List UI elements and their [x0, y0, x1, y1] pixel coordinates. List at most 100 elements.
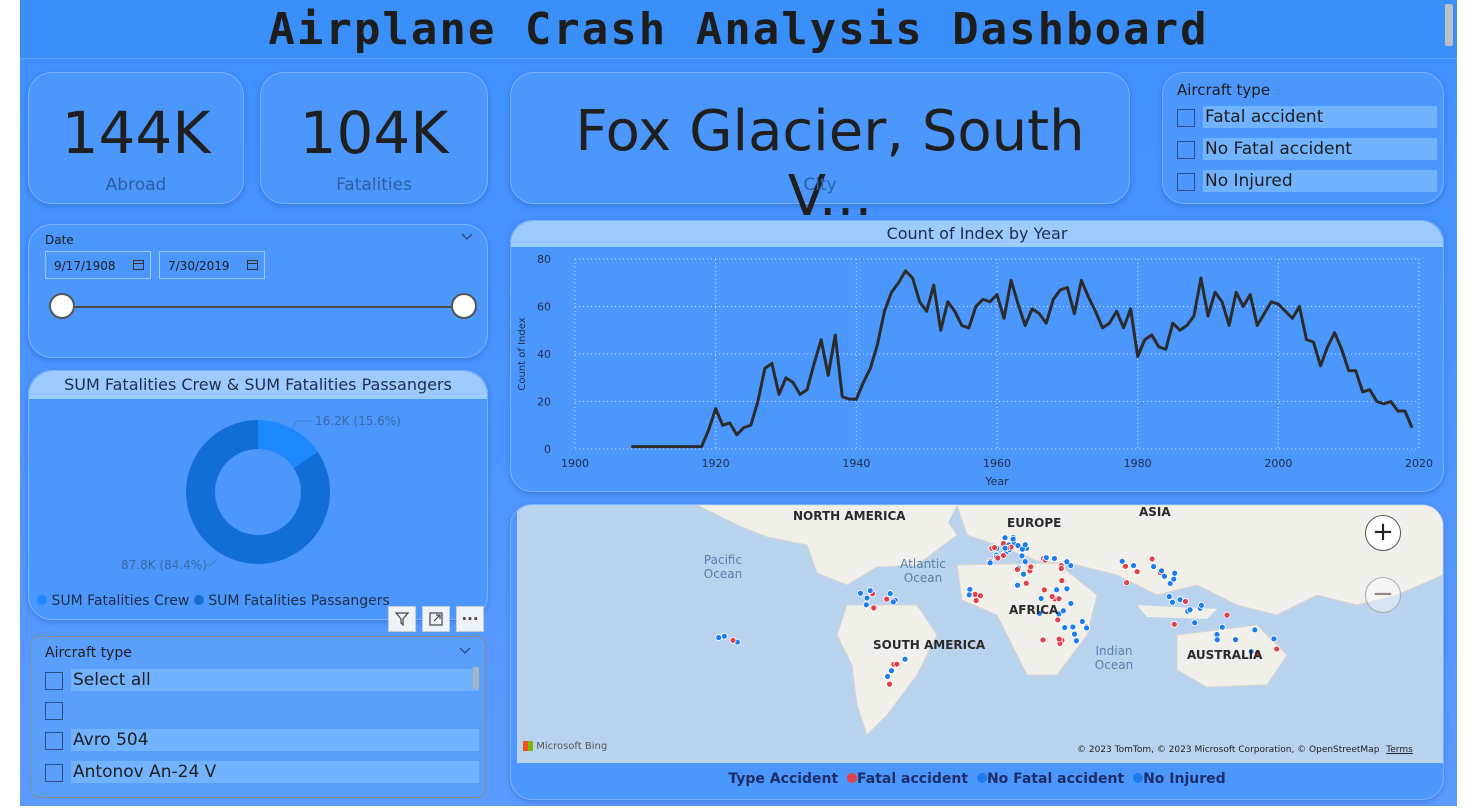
accident-marker — [994, 554, 1002, 562]
slicer-item-no-injured[interactable]: No Injured — [1177, 170, 1439, 194]
accident-marker — [1014, 542, 1022, 549]
slicer-item-blank[interactable] — [45, 699, 481, 723]
x-tick-label: 1980 — [1124, 457, 1152, 470]
scrollbar-thumb[interactable] — [1445, 4, 1453, 46]
slicer-item-label: Select all — [71, 669, 479, 691]
accident-marker — [1170, 575, 1178, 583]
accident-marker — [1042, 554, 1050, 561]
kpi-label: Abroad — [105, 175, 167, 195]
slicer-item-label: Fatal accident — [1203, 106, 1437, 128]
zoom-out-button[interactable]: − — [1365, 577, 1401, 613]
slicer-item-antonov-an24v[interactable]: Antonov An-24 V — [45, 761, 481, 785]
checkbox[interactable] — [45, 672, 63, 690]
kpi-card-abroad[interactable]: 144K Abroad — [28, 72, 244, 204]
accident-marker — [866, 587, 874, 594]
start-date-input[interactable]: 9/17/1908 — [45, 251, 151, 279]
checkbox[interactable] — [1177, 109, 1195, 127]
calendar-icon[interactable] — [133, 260, 144, 270]
legend-label: No Fatal accident — [986, 771, 1125, 787]
kpi-card-city[interactable]: Fox Glacier, South V... City — [510, 72, 1130, 229]
accident-marker — [1165, 593, 1173, 600]
accident-marker — [720, 632, 728, 640]
slicer-item-fatal-accident[interactable]: Fatal accident — [1177, 106, 1439, 130]
y-tick-label: 80 — [537, 253, 551, 266]
line-chart-title: Count of Index by Year — [511, 221, 1443, 247]
x-axis-title: Year — [984, 475, 1009, 488]
accident-marker — [1000, 552, 1007, 559]
accident-marker — [1021, 541, 1029, 549]
bing-logo: Microsoft Bing — [523, 741, 607, 752]
end-date-value: 7/30/2019 — [168, 259, 230, 273]
slicer-item-select-all[interactable]: Select all — [45, 669, 481, 693]
accident-marker — [1058, 577, 1066, 585]
date-range-end-handle[interactable] — [451, 293, 477, 319]
legend-item-no-injured[interactable]: No Injured — [1133, 771, 1226, 787]
accident-marker — [1130, 562, 1137, 569]
bing-logo-icon — [523, 741, 533, 751]
accident-marker — [1191, 619, 1199, 627]
world-map[interactable] — [517, 505, 1443, 763]
accident-marker — [1186, 606, 1194, 614]
ocean-label-atlantic: Atlantic Ocean — [900, 557, 946, 585]
title-bar: Airplane Crash Analysis Dashboard — [20, 0, 1457, 59]
line-chart[interactable]: 0 20 40 60 80 1900 1920 1940 1960 1980 2000 2020 Yea… — [511, 247, 1443, 491]
kpi-card-fatalities[interactable]: 104K Fatalities — [260, 72, 488, 204]
x-tick-label: 2000 — [1264, 457, 1292, 470]
accident-marker — [1061, 624, 1069, 632]
accident-marker — [1057, 565, 1065, 572]
region-label-europe: EUROPE — [1007, 516, 1062, 530]
filter-icon[interactable] — [388, 606, 416, 632]
focus-mode-icon[interactable] — [422, 606, 450, 632]
accident-marker — [1158, 567, 1165, 575]
chevron-down-icon[interactable] — [461, 233, 473, 241]
checkbox[interactable] — [45, 702, 63, 720]
ocean-label-pacific: Pacific Ocean — [703, 553, 743, 581]
donut-chart-card: SUM Fatalities Crew & SUM Fatalities Pas… — [28, 370, 488, 620]
accident-marker — [1083, 624, 1090, 632]
calendar-icon[interactable] — [247, 260, 258, 270]
accident-marker — [1223, 611, 1231, 619]
y-tick-label: 40 — [537, 348, 551, 361]
donut-slice — [258, 420, 318, 469]
accident-marker — [1253, 650, 1261, 657]
accident-marker — [1171, 569, 1179, 577]
chevron-down-icon[interactable] — [459, 647, 471, 655]
accident-marker — [1071, 630, 1078, 638]
accident-marker — [884, 673, 891, 680]
terms-link[interactable]: Terms — [1386, 745, 1413, 755]
legend-dot — [37, 595, 47, 605]
accident-marker — [1078, 618, 1086, 625]
accident-marker — [1001, 534, 1009, 542]
landmass-eurasia — [956, 505, 1443, 616]
legend-dot — [847, 773, 858, 783]
y-tick-label: 20 — [537, 396, 551, 409]
accident-marker — [1213, 636, 1221, 644]
more-options-icon[interactable]: ··· — [456, 606, 484, 632]
checkbox[interactable] — [1177, 173, 1195, 191]
legend-item-no-fatal[interactable]: No Fatal accident — [976, 771, 1125, 787]
donut-chart[interactable]: 16.2K (15.6%) 87.8K (84.4%) — [29, 399, 487, 599]
donut-legend: SUM Fatalities Crew SUM Fatalities Passa… — [37, 593, 390, 609]
accident-marker — [1014, 581, 1021, 589]
legend-item-crew[interactable]: SUM Fatalities Crew — [37, 593, 189, 609]
accident-marker — [857, 589, 864, 597]
legend-item-passengers[interactable]: SUM Fatalities Passangers — [193, 593, 390, 609]
accident-marker — [1122, 562, 1129, 570]
checkbox[interactable] — [45, 764, 63, 782]
slicer-scrollbar[interactable] — [473, 667, 479, 689]
slicer-item-avro-504[interactable]: Avro 504 — [45, 729, 481, 753]
zoom-in-button[interactable]: + — [1365, 515, 1401, 551]
checkbox[interactable] — [1177, 141, 1195, 159]
y-tick-label: 60 — [537, 301, 551, 314]
slicer-item-no-fatal-accident[interactable]: No Fatal accident — [1177, 138, 1439, 162]
crew-label-leader — [291, 420, 311, 430]
accident-marker — [1039, 636, 1047, 644]
date-range-start-handle[interactable] — [49, 293, 75, 319]
accident-marker — [862, 601, 870, 609]
checkbox[interactable] — [45, 732, 63, 750]
legend-item-fatal[interactable]: Fatal accident — [847, 771, 968, 787]
region-label-asia: ASIA — [1139, 505, 1171, 519]
accident-marker — [888, 667, 895, 675]
end-date-input[interactable]: 7/30/2019 — [159, 251, 265, 279]
bing-label: Microsoft Bing — [536, 741, 608, 752]
